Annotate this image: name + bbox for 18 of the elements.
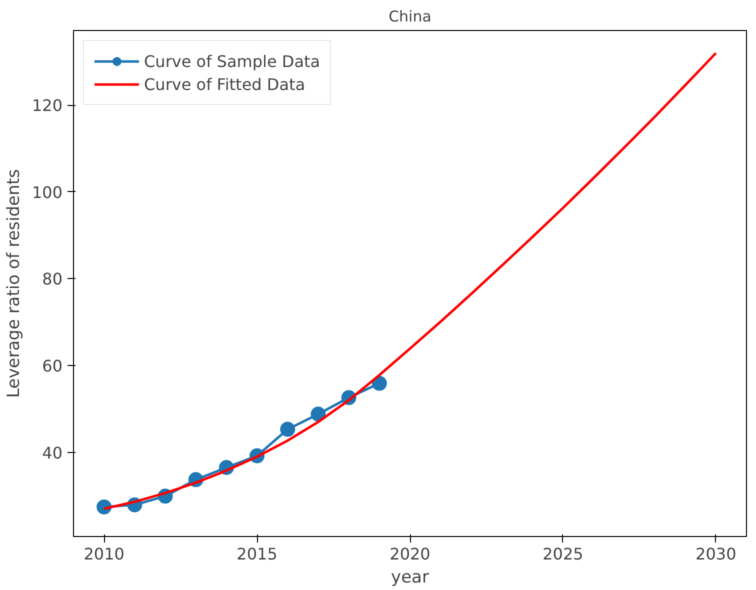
point bbox=[372, 376, 387, 391]
y-tick-label: 80 bbox=[42, 270, 62, 289]
y-tick-label: 120 bbox=[32, 96, 63, 116]
y-axis-title: Leverage ratio of residents bbox=[4, 168, 24, 398]
legend-label: Curve of Sample Data bbox=[144, 52, 320, 70]
x-tick-label: 2025 bbox=[542, 544, 584, 564]
y-tick-label: 60 bbox=[42, 356, 62, 376]
y-tick-label: 40 bbox=[42, 443, 62, 462]
chart-title: China bbox=[388, 8, 432, 26]
y-tick-label: 100 bbox=[32, 182, 63, 202]
legend-label: Curve of Fitted Data bbox=[144, 74, 306, 94]
point bbox=[280, 422, 296, 437]
x-tick-label: 2030 bbox=[696, 544, 736, 564]
x-tick-label: 2015 bbox=[236, 544, 278, 564]
x-tick-label: 2010 bbox=[84, 544, 124, 564]
x-axis-title: year bbox=[391, 568, 429, 588]
x-tick-label: 2020 bbox=[390, 544, 430, 564]
point bbox=[310, 406, 326, 422]
